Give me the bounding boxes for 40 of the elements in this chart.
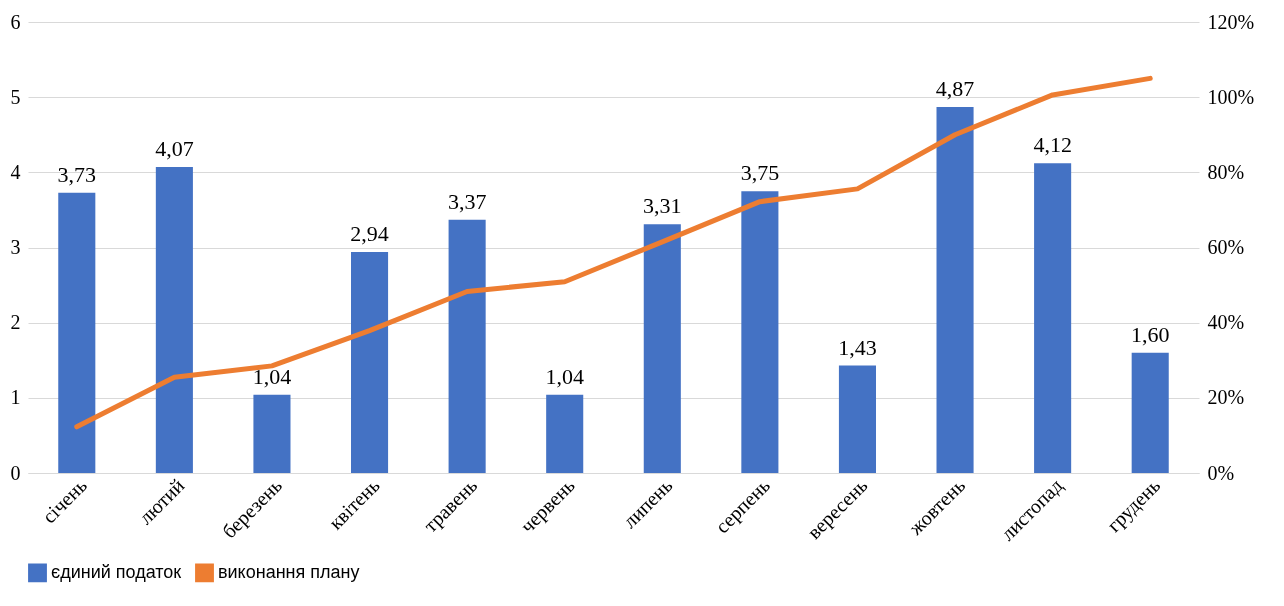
y2-tick-label: 80% [1207, 160, 1245, 183]
legend-label: єдиний податок [51, 561, 182, 582]
y-tick-label: 2 [10, 311, 21, 334]
y-tick-label: 0 [10, 461, 21, 484]
y-tick-label: 5 [10, 85, 21, 108]
bar [936, 106, 974, 473]
y-tick-label: 6 [10, 10, 21, 33]
y-tick-label: 3 [10, 236, 21, 258]
data-label: 1,43 [838, 334, 877, 360]
data-label: 1,04 [252, 363, 292, 389]
data-label: 3,73 [57, 161, 97, 187]
legend-label: виконання плану [218, 561, 360, 582]
data-label: 1,04 [545, 363, 584, 389]
data-label: 4,07 [155, 136, 194, 162]
bar [1034, 163, 1072, 473]
data-label: 3,75 [740, 160, 780, 186]
y-tick-label: 1 [10, 386, 21, 409]
y2-tick-label: 100% [1207, 85, 1255, 108]
y-tick-label: 4 [10, 160, 21, 183]
data-label: 3,31 [643, 193, 682, 219]
data-label: 2,94 [350, 221, 389, 247]
data-label: 3,37 [447, 188, 487, 214]
bar [741, 191, 779, 473]
y2-tick-label: 0% [1207, 461, 1235, 484]
y2-tick-label: 20% [1207, 386, 1245, 409]
y2-tick-label: 120% [1207, 10, 1255, 33]
data-label: 1,60 [1130, 321, 1170, 347]
data-label: 4,87 [935, 75, 975, 101]
bar [351, 252, 389, 473]
bar [838, 365, 876, 473]
bar [448, 219, 486, 473]
y2-tick-label: 40% [1207, 311, 1245, 334]
y2-tick-label: 60% [1207, 236, 1245, 258]
bar [1131, 352, 1169, 473]
data-label: 4,12 [1033, 132, 1072, 158]
bar [253, 394, 291, 473]
bar [546, 394, 584, 473]
bar [58, 192, 96, 473]
bar [643, 224, 681, 473]
bar [155, 167, 193, 473]
